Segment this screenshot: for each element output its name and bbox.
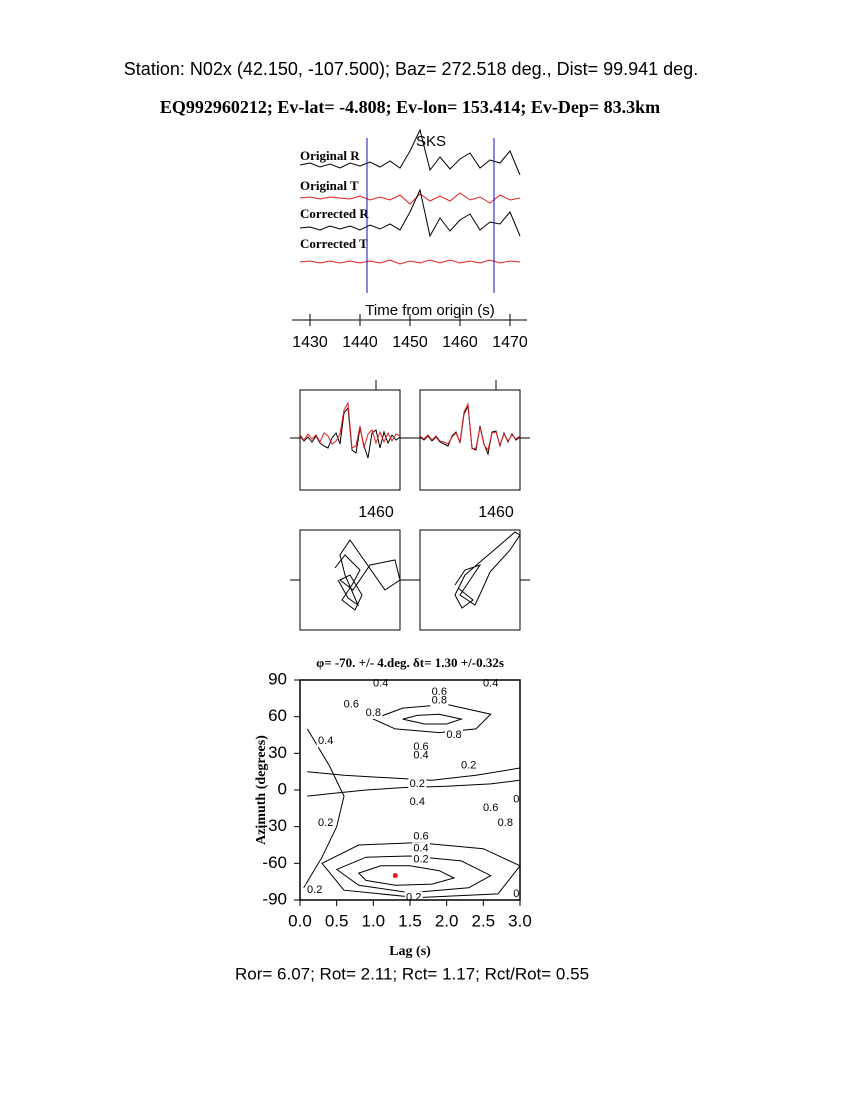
station-header: Station: N02x (42.150, -107.500); Baz= 2…: [124, 59, 698, 79]
event-header: EQ992960212; Ev-lat= -4.808; Ev-lon= 153…: [160, 97, 660, 117]
panel-frame: [419, 389, 521, 491]
contour-label-bg: [459, 759, 478, 772]
x-tick-label: 3.0: [508, 911, 532, 930]
contour-label: 0: [513, 888, 519, 900]
x-tick-label: 1.0: [362, 911, 386, 930]
contour-line: [303, 728, 345, 889]
plot-title: φ= -70. +/- 4.deg. δt= 1.30 +/-0.32s: [316, 655, 504, 670]
panel-frame: [299, 389, 401, 491]
contour-line: [335, 855, 492, 894]
contour-label: 0.2: [410, 778, 425, 790]
contour-label-bg: [316, 817, 335, 829]
y-tick-label: 90: [268, 669, 287, 688]
x-tick-label: 1430: [292, 334, 328, 351]
x-tick-label: 1460: [358, 504, 394, 521]
x-tick-label: 1440: [342, 334, 378, 351]
contour-label-bg: [408, 796, 427, 809]
waveform: [299, 406, 401, 459]
contour-label: 0.6: [483, 802, 498, 814]
contour-label-bg: [364, 707, 383, 719]
waveform: [419, 402, 521, 452]
contour-label: 0.4: [410, 796, 425, 808]
x-tick-label: 2.0: [435, 911, 459, 930]
y-tick-label: 30: [268, 743, 287, 762]
contour-label: 0.8: [366, 707, 381, 719]
trace-label: Original T: [300, 178, 359, 193]
contour-label-bg: [316, 735, 335, 748]
contour-label: 0.2: [307, 884, 322, 896]
contour-label-bg: [408, 777, 427, 790]
contour-label-bg: [412, 842, 430, 855]
trace: [299, 128, 521, 176]
contour-label: 0.2: [318, 817, 333, 829]
x-tick-label: 1460: [478, 504, 514, 521]
contour-label-bg: [481, 802, 500, 815]
contour-label-bg: [412, 853, 430, 866]
footer: Ror= 6.07; Rot= 2.11; Rct= 1.17; Rct/Rot…: [235, 964, 589, 983]
panel-frame: [299, 529, 401, 631]
x-tick-label: 0.5: [325, 911, 349, 930]
contour-label: 0.2: [461, 759, 476, 771]
contour-line: [371, 703, 492, 734]
x-tick-label: 1.5: [398, 911, 422, 930]
contour-label: 0: [513, 794, 519, 806]
contour-line: [307, 779, 521, 797]
best-estimate: [392, 873, 398, 879]
x-tick-label: 1460: [442, 334, 478, 351]
contour-label-bg: [430, 694, 449, 707]
contour-label-bg: [445, 729, 463, 741]
y-tick-label: -90: [262, 889, 287, 908]
contour-line: [402, 713, 464, 725]
y-tick-label: -30: [262, 816, 287, 835]
trace-label: Corrected T: [300, 236, 368, 251]
phase-label: SKS: [416, 133, 446, 150]
trace-label: Corrected R: [300, 206, 369, 221]
contour-label: 0.2: [413, 854, 428, 866]
particle-motion: [334, 539, 401, 611]
contour-label: 0.8: [498, 817, 513, 829]
contour-label: 0.6: [344, 698, 359, 710]
contour-label: 0.4: [413, 843, 428, 855]
x-axis-label: Lag (s): [389, 944, 431, 959]
trace: [299, 259, 521, 265]
y-axis-label: Azimuth (degrees): [254, 735, 269, 845]
contour-label: 0.4: [318, 735, 333, 747]
waveform: [299, 401, 401, 449]
trace: [299, 188, 521, 238]
x-tick-label: 2.5: [472, 911, 496, 930]
y-tick-label: -60: [262, 853, 287, 872]
contour-label-bg: [305, 884, 324, 897]
contour-label-bg: [507, 793, 526, 806]
trace: [299, 192, 521, 205]
particle-motion: [454, 531, 521, 609]
contour-label-bg: [412, 830, 430, 843]
contour-label: 0.4: [413, 750, 428, 762]
x-tick-label: 1470: [492, 334, 528, 351]
x-tick-label: 0.0: [288, 911, 312, 930]
y-tick-label: 0: [278, 779, 287, 798]
contour-label: 0.8: [446, 729, 461, 741]
contour-label-bg: [507, 887, 526, 900]
contour-label-bg: [412, 749, 430, 762]
contour-label: 0.6: [413, 830, 428, 842]
contour-label-bg: [496, 817, 515, 829]
contour-label-bg: [342, 698, 361, 711]
y-tick-label: 60: [268, 706, 287, 725]
contour-line: [357, 865, 456, 886]
contour-label: 0.8: [432, 695, 447, 707]
x-tick-label: 1450: [392, 334, 428, 351]
contour-label: 0.2: [406, 891, 421, 903]
x-axis-label: Time from origin (s): [365, 302, 494, 319]
trace-label: Original R: [300, 148, 360, 163]
